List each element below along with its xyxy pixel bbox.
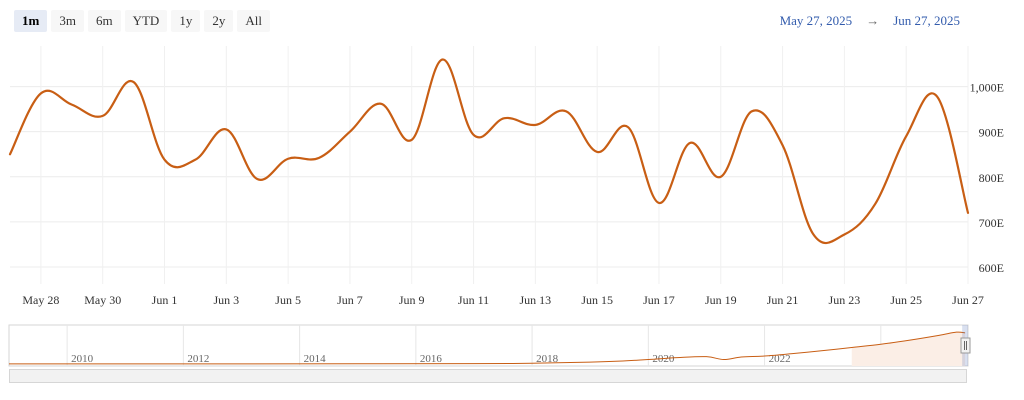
range-button-1y[interactable]: 1y [171,10,201,32]
x-tick-label: Jun 25 [890,293,922,307]
x-tick-label: Jun 19 [705,293,737,307]
x-tick-label: Jun 1 [152,293,178,307]
y-tick-label: 800E [979,171,1004,185]
x-tick-label: May 30 [84,293,121,307]
series-line [8,58,970,245]
x-tick-label: May 28 [22,293,59,307]
range-button-all[interactable]: All [237,10,270,32]
range-button-3m[interactable]: 3m [51,10,84,32]
x-tick-label: Jun 21 [767,293,799,307]
navigator-series-line [8,331,966,365]
arrow-right-icon: → [866,13,880,28]
x-tick-label: Jun 7 [337,293,363,307]
y-tick-label: 700E [979,216,1004,230]
y-gridlines [10,86,968,268]
navigator-tick-label: 2016 [420,353,443,365]
range-button-1m[interactable]: 1m [14,10,48,32]
x-tick-label: Jun 27 [952,293,984,307]
range-button-2y[interactable]: 2y [204,10,234,32]
x-tick-label: Jun 17 [643,293,675,307]
x-tick-label: Jun 15 [581,293,613,307]
x-tick-label: Jun 11 [458,293,489,307]
scrollbar-track[interactable] [9,369,967,383]
x-tick-label: Jun 23 [829,293,861,307]
navigator-handle[interactable] [960,337,971,354]
navigator-tick-label: 2022 [769,353,791,365]
y-tick-label: 900E [979,126,1004,140]
range-button-ytd[interactable]: YTD [124,10,168,32]
navigator-tick-label: 2014 [304,353,327,365]
x-tick-label: Jun 5 [275,293,301,307]
x-axis-labels: May 28 May 30 Jun 1 Jun 3 Jun 5 Jun 7 Jun 9 Jun… [22,293,983,307]
navigator-tick-label: 2010 [71,353,94,365]
x-gridlines [40,46,969,284]
navigator-tick-label: 2020 [652,353,675,365]
range-button-6m[interactable]: 6m [87,10,121,32]
navigator: 20102012201420162018202020222024 [8,324,971,367]
navigator-frame [8,324,969,367]
range-selector: 1m 3m 6m YTD 1y 2y All [14,10,270,32]
y-tick-label: 1,000E [970,81,1004,95]
x-tick-label: Jun 3 [213,293,239,307]
navigator-handle-grip [960,337,971,354]
navigator-tick-label: 2012 [187,353,209,365]
navigator-fill [851,332,966,366]
y-axis-labels: 600E 700E 800E 900E 1,000E [970,81,1004,275]
date-range-to[interactable]: Jun 27, 2025 [893,13,960,28]
x-tick-label: Jun 9 [399,293,425,307]
y-tick-label: 600E [979,261,1004,275]
navigator-tick-label: 2018 [536,353,559,365]
date-range-display: May 27, 2025 → Jun 27, 2025 [780,13,960,29]
date-range-from[interactable]: May 27, 2025 [779,13,853,28]
x-tick-label: Jun 13 [520,293,552,307]
